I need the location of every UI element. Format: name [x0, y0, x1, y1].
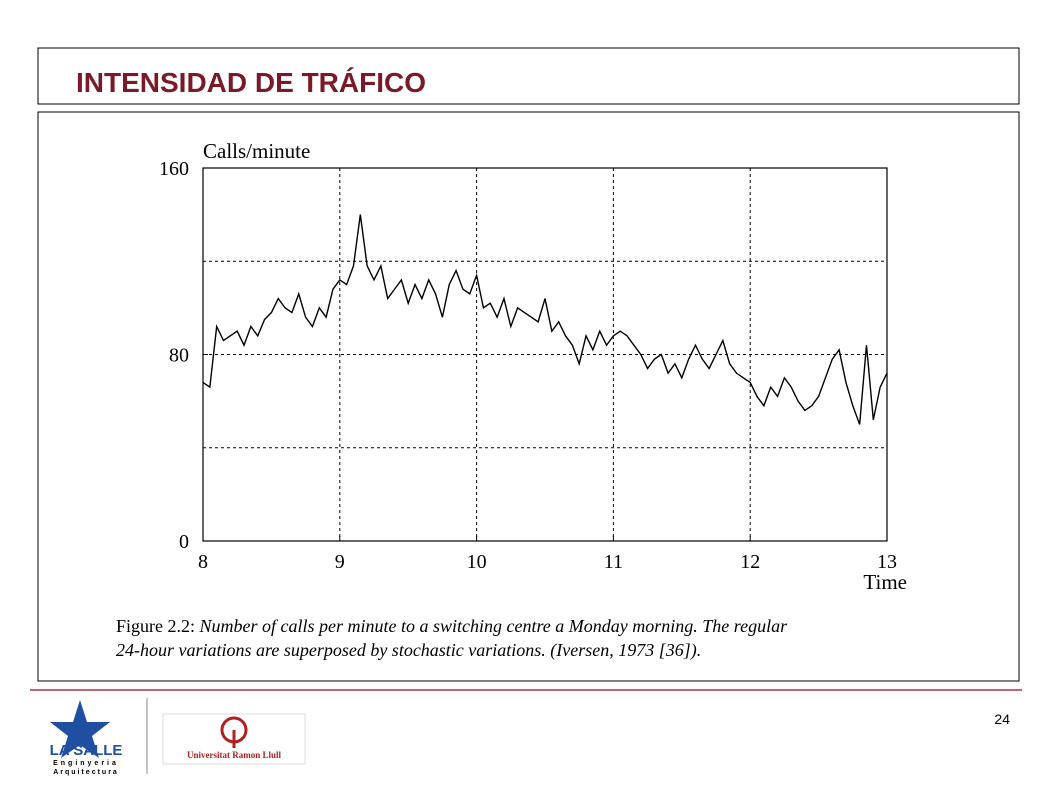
caption-text: Number of calls per minute to a switchin…	[199, 616, 789, 636]
y-tick-label: 0	[179, 531, 189, 553]
caption-label: Figure 2.2:	[116, 616, 195, 636]
title-box	[37, 47, 1020, 105]
x-tick-label: 9	[335, 551, 345, 573]
x-axis-label: Time	[863, 570, 907, 594]
star	[50, 700, 110, 758]
x-tick-label: 12	[740, 551, 760, 573]
page-number: 24	[994, 711, 1010, 727]
logo-left: LA SALLE Enginyeria Arquitectura	[50, 700, 123, 776]
y-tick-label: 160	[159, 158, 189, 180]
x-tick-label: 8	[198, 551, 208, 573]
y-tick-label: 80	[169, 345, 189, 367]
plot: 0 80 160 8 9 10 11 12 13	[159, 158, 897, 573]
y-axis-label: Calls/minute	[203, 139, 310, 163]
logo-line: Arquitectura	[53, 769, 119, 776]
slide-title: INTENSIDAD DE TRÁFICO	[76, 67, 426, 98]
caption: Figure 2.2: Number of calls per minute t…	[116, 616, 788, 636]
logo-text: Universitat Ramon Llull	[187, 750, 282, 760]
caption-text: 24-hour variations are superposed by sto…	[116, 640, 701, 661]
chart-box	[37, 111, 1020, 682]
logo-line: Enginyeria	[53, 760, 119, 767]
logo-right: Universitat Ramon Llull	[162, 713, 306, 765]
x-tick-label: 10	[467, 551, 487, 573]
logo-name: LA SALLE	[50, 742, 123, 759]
x-tick-label: 13	[877, 551, 897, 573]
data-line	[202, 214, 888, 425]
x-tick-label: 11	[604, 551, 623, 573]
